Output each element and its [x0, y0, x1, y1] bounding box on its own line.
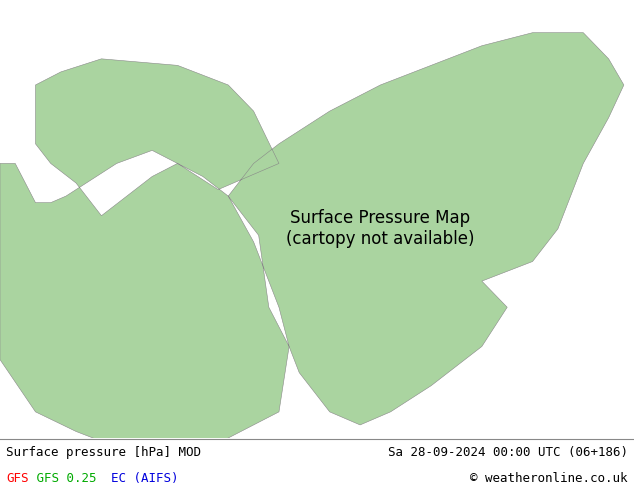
Text: GFS: GFS	[6, 472, 29, 485]
Text: (AIFS): (AIFS)	[126, 472, 179, 485]
Text: GFS 0.25: GFS 0.25	[29, 472, 96, 485]
Text: Surface Pressure Map
(cartopy not available): Surface Pressure Map (cartopy not availa…	[286, 209, 475, 248]
Text: EC: EC	[96, 472, 126, 485]
Polygon shape	[0, 33, 624, 458]
Text: Sa 28-09-2024 00:00 UTC (06+186): Sa 28-09-2024 00:00 UTC (06+186)	[387, 446, 628, 459]
Text: © weatheronline.co.uk: © weatheronline.co.uk	[470, 472, 628, 485]
Text: Surface pressure [hPa] MOD: Surface pressure [hPa] MOD	[6, 446, 202, 459]
